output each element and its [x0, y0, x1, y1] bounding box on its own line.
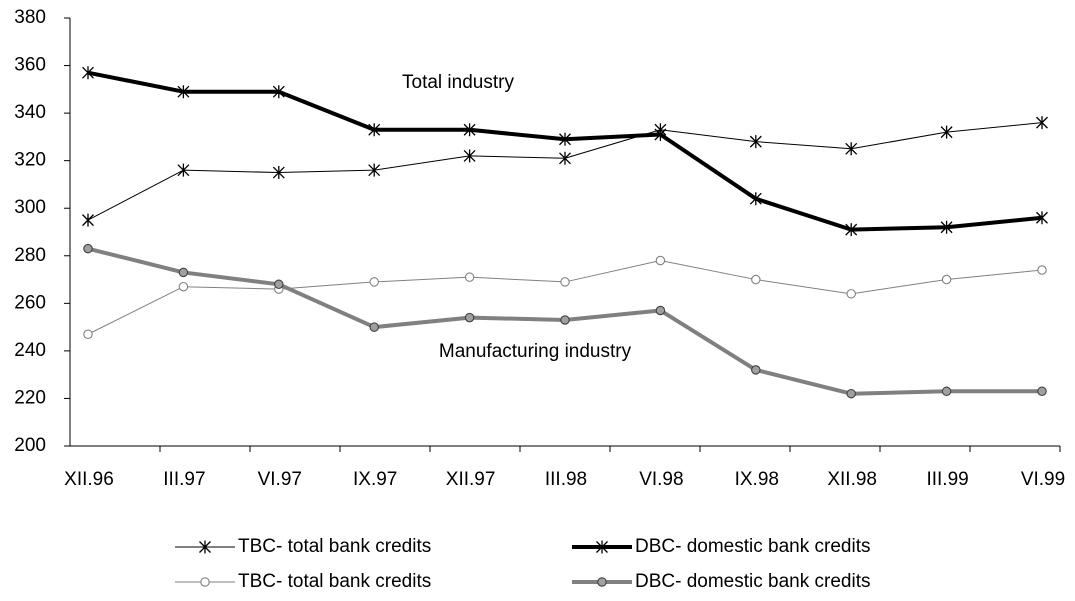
marker — [940, 220, 953, 234]
legend-entry: DBC- domestic bank credits — [572, 571, 870, 592]
series — [82, 66, 1048, 237]
marker — [200, 577, 210, 587]
marker — [846, 388, 856, 399]
marker — [463, 149, 476, 163]
marker — [178, 267, 189, 278]
marker — [560, 315, 570, 325]
marker — [369, 277, 379, 287]
marker — [940, 125, 953, 139]
x-tick-label: VI.97 — [258, 469, 302, 490]
x-tick-label: III.97 — [163, 469, 205, 490]
marker — [596, 540, 608, 554]
marker — [941, 386, 952, 397]
legend-entry: TBC- total bank credits — [175, 571, 431, 592]
y-tick-label: 300 — [14, 197, 46, 218]
series-line — [87, 70, 1043, 232]
marker — [82, 66, 94, 80]
x-tick-label: XII.96 — [64, 469, 114, 490]
marker — [559, 132, 571, 146]
legend-label: DBC- domestic bank credits — [635, 536, 870, 557]
legend-entry: DBC- domestic bank credits — [572, 536, 870, 557]
annotation: Manufacturing industry — [439, 341, 632, 362]
series — [83, 255, 1047, 339]
marker — [846, 289, 856, 299]
series — [83, 243, 1047, 399]
annotation: Total industry — [402, 72, 514, 93]
marker — [751, 274, 761, 285]
x-tick-label: IX.97 — [353, 469, 397, 490]
y-tick-label: 220 — [14, 387, 46, 408]
x-tick-label: III.99 — [926, 469, 968, 490]
marker — [941, 274, 952, 285]
x-tick-label: VI.99 — [1021, 469, 1065, 490]
marker — [272, 85, 285, 99]
marker — [274, 279, 284, 290]
marker — [1036, 116, 1048, 130]
marker — [1036, 211, 1048, 225]
marker — [463, 123, 476, 137]
marker — [1037, 386, 1047, 397]
marker — [464, 312, 475, 323]
marker — [559, 151, 571, 165]
y-tick-label: 360 — [14, 55, 46, 76]
legend-label: DBC- domestic bank credits — [635, 571, 870, 592]
marker — [178, 281, 189, 292]
marker — [749, 135, 762, 149]
marker — [83, 243, 93, 254]
x-tick-label: IX.98 — [735, 469, 779, 490]
series — [82, 116, 1048, 227]
marker — [654, 128, 667, 142]
x-tick-label: XII.98 — [827, 469, 877, 490]
marker — [1037, 265, 1047, 275]
legend-label: TBC- total bank credits — [238, 536, 431, 557]
x-tick-label: VI.98 — [639, 469, 683, 490]
marker — [369, 322, 379, 332]
legend-entry: TBC- total bank credits — [175, 536, 431, 557]
y-tick-label: 260 — [14, 292, 46, 313]
marker — [83, 329, 93, 339]
marker — [655, 255, 666, 266]
marker — [177, 85, 190, 99]
marker — [177, 163, 190, 177]
y-tick-label: 280 — [14, 245, 46, 266]
marker — [845, 223, 858, 237]
marker — [368, 123, 381, 137]
marker — [597, 577, 607, 587]
marker — [272, 166, 285, 180]
y-tick-label: 340 — [14, 102, 46, 123]
marker — [368, 163, 381, 177]
y-tick-label: 380 — [14, 7, 46, 28]
marker — [845, 142, 858, 156]
y-tick-label: 240 — [14, 340, 46, 361]
x-tick-label: XII.97 — [446, 469, 496, 490]
marker — [749, 192, 762, 206]
x-tick-label: III.98 — [545, 469, 587, 490]
marker — [464, 272, 475, 282]
marker — [82, 213, 94, 227]
marker — [199, 540, 211, 554]
marker — [560, 277, 570, 287]
y-tick-label: 200 — [14, 435, 46, 456]
legend-label: TBC- total bank credits — [238, 571, 431, 592]
y-tick-label: 320 — [14, 150, 46, 171]
marker — [655, 305, 666, 316]
marker — [751, 365, 761, 375]
